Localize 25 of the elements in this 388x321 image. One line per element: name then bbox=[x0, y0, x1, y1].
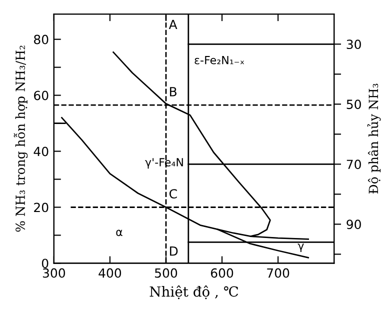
annotation: γ bbox=[298, 244, 304, 252]
x-tick-label: 500 bbox=[155, 268, 178, 278]
y-tick-label: 20 bbox=[34, 202, 48, 212]
annotation: α bbox=[116, 230, 122, 236]
y-tick-label: 40 bbox=[34, 146, 48, 156]
y-tick-label: 80 bbox=[34, 34, 48, 44]
annotation: γ'-Fe₄N bbox=[145, 158, 183, 169]
y-tick-label: 60 bbox=[34, 90, 48, 100]
x-tick-label: 600 bbox=[210, 268, 234, 278]
annotation: A bbox=[168, 20, 178, 29]
annotation: D bbox=[170, 246, 178, 256]
x-tick-label: 400 bbox=[98, 268, 122, 278]
annotation: ε-Fe₂N₁₋ₓ bbox=[194, 56, 244, 64]
y-tick-label: 0 bbox=[42, 258, 48, 268]
y2-tick-label: 30 bbox=[346, 40, 361, 50]
y2-axis-title: Độ phân hủy NH₃ bbox=[367, 84, 381, 194]
x-axis-title: Nhiệt độ , ℃ bbox=[150, 285, 238, 300]
annotation: C bbox=[169, 189, 177, 199]
x-tick-label: 700 bbox=[267, 268, 290, 278]
y2-tick-label: 90 bbox=[346, 220, 361, 230]
x-tick-label: 300 bbox=[42, 268, 66, 278]
annotation: B bbox=[170, 87, 176, 96]
y2-tick-label: 70 bbox=[346, 160, 361, 170]
y2-tick-label: 50 bbox=[346, 100, 361, 110]
y-axis-title: % NH₃ trong hỗn hợp NH₃/H₂ bbox=[14, 46, 28, 232]
